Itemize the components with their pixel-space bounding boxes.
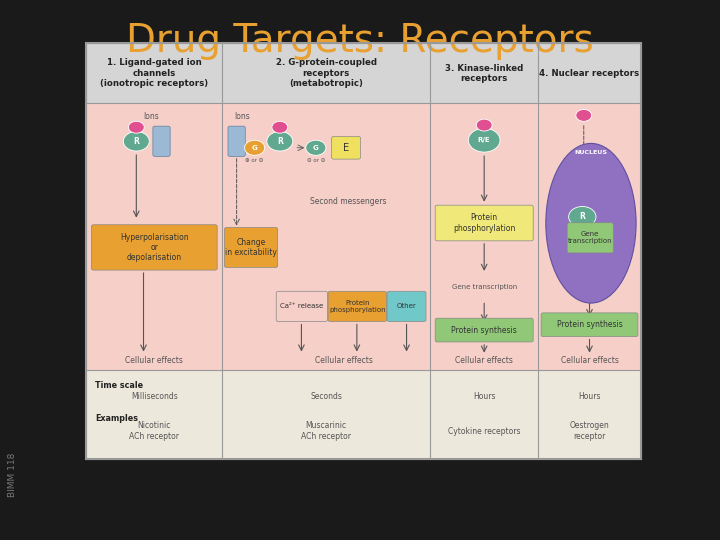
Text: Cellular effects: Cellular effects: [561, 356, 618, 366]
Text: Cytokine receptors: Cytokine receptors: [448, 427, 521, 436]
Text: Oestrogen
receptor: Oestrogen receptor: [570, 422, 609, 441]
Circle shape: [576, 110, 592, 122]
Text: Second messengers: Second messengers: [310, 198, 387, 206]
Text: Milliseconds: Milliseconds: [131, 392, 178, 401]
Ellipse shape: [546, 144, 636, 303]
Circle shape: [245, 140, 265, 156]
Text: G: G: [252, 145, 258, 151]
Text: ⊖ or ⊖: ⊖ or ⊖: [307, 158, 325, 163]
Circle shape: [306, 140, 326, 156]
FancyBboxPatch shape: [91, 225, 217, 270]
Text: R: R: [580, 212, 585, 221]
Text: Protein
phosphorylation: Protein phosphorylation: [329, 300, 385, 313]
FancyBboxPatch shape: [541, 313, 638, 336]
Text: Time scale: Time scale: [95, 381, 143, 390]
Text: Cellular effects: Cellular effects: [125, 356, 184, 366]
FancyBboxPatch shape: [387, 291, 426, 321]
Text: Hours: Hours: [473, 392, 495, 401]
FancyBboxPatch shape: [225, 227, 278, 267]
FancyBboxPatch shape: [328, 291, 387, 321]
Text: Cellular effects: Cellular effects: [455, 356, 513, 366]
Circle shape: [128, 122, 144, 133]
Circle shape: [569, 206, 596, 227]
Text: Examples: Examples: [95, 414, 138, 423]
Text: 4. Nuclear receptors: 4. Nuclear receptors: [539, 69, 639, 78]
Text: 3. Kinase-linked
receptors: 3. Kinase-linked receptors: [445, 64, 523, 83]
FancyBboxPatch shape: [86, 43, 641, 104]
Text: Protein synthesis: Protein synthesis: [451, 326, 517, 335]
Text: Hours: Hours: [578, 392, 600, 401]
Text: Ca²⁺ release: Ca²⁺ release: [280, 303, 323, 309]
Text: Drug Targets: Receptors: Drug Targets: Receptors: [126, 22, 594, 59]
Circle shape: [267, 132, 293, 151]
FancyBboxPatch shape: [153, 126, 170, 157]
Circle shape: [476, 119, 492, 131]
Text: ⊕ or ⊖: ⊕ or ⊖: [246, 158, 264, 163]
Text: NUCLEUS: NUCLEUS: [575, 150, 608, 154]
FancyBboxPatch shape: [332, 137, 361, 159]
Text: Hyperpolarisation
or
depolarisation: Hyperpolarisation or depolarisation: [120, 233, 189, 262]
FancyBboxPatch shape: [86, 43, 641, 459]
Circle shape: [123, 132, 149, 151]
Text: Gene
transcription: Gene transcription: [568, 231, 613, 244]
FancyBboxPatch shape: [86, 104, 641, 369]
FancyBboxPatch shape: [276, 291, 328, 321]
Text: Gene transcription: Gene transcription: [451, 284, 517, 290]
Text: R: R: [133, 137, 139, 146]
Text: R/E: R/E: [478, 137, 490, 143]
Text: Nicotinic
ACh receptor: Nicotinic ACh receptor: [130, 422, 179, 441]
Text: E: E: [343, 143, 349, 153]
Text: Seconds: Seconds: [310, 392, 342, 401]
Text: R: R: [277, 137, 283, 146]
Text: Cellular effects: Cellular effects: [315, 356, 373, 366]
Text: G: G: [313, 145, 319, 151]
Text: BIMM 118: BIMM 118: [9, 453, 17, 497]
Text: Change
in excitability: Change in excitability: [225, 238, 277, 257]
Text: Protein synthesis: Protein synthesis: [557, 320, 622, 329]
FancyBboxPatch shape: [86, 369, 641, 459]
Text: 2. G-protein-coupled
receptors
(metabotropic): 2. G-protein-coupled receptors (metabotr…: [276, 58, 377, 88]
Circle shape: [468, 129, 500, 152]
Text: Other: Other: [397, 303, 416, 309]
FancyBboxPatch shape: [228, 126, 246, 157]
FancyBboxPatch shape: [435, 205, 534, 241]
Text: Muscarinic
ACh receptor: Muscarinic ACh receptor: [301, 422, 351, 441]
FancyBboxPatch shape: [567, 222, 613, 253]
Text: Protein
phosphorylation: Protein phosphorylation: [453, 213, 516, 233]
Text: 1. Ligand-gated ion
channels
(ionotropic receptors): 1. Ligand-gated ion channels (ionotropic…: [100, 58, 208, 88]
FancyBboxPatch shape: [435, 318, 534, 342]
Circle shape: [272, 122, 288, 133]
Text: Ions: Ions: [235, 112, 251, 121]
Text: Ions: Ions: [143, 112, 158, 121]
